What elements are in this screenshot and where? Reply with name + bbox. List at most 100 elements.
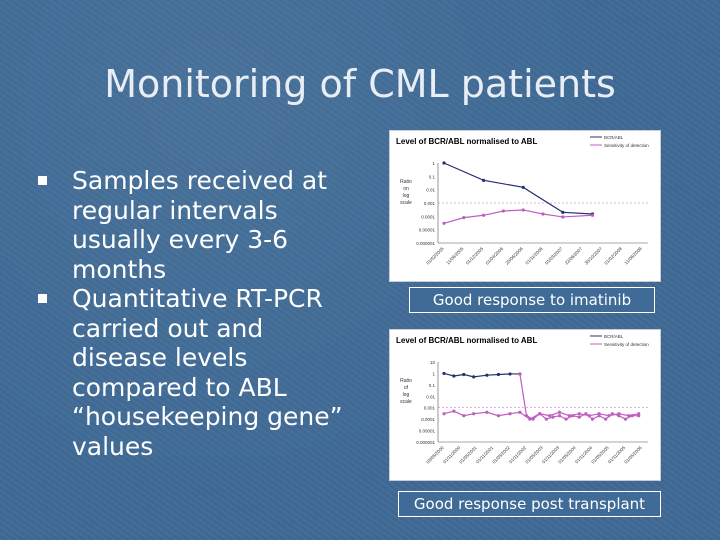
y-tick-label: 0.1 bbox=[429, 383, 436, 388]
data-point bbox=[442, 412, 446, 416]
data-point bbox=[630, 414, 634, 418]
y-axis-label: Ratio bbox=[400, 378, 412, 384]
y-axis-label: of bbox=[404, 385, 409, 391]
data-point bbox=[442, 221, 446, 225]
x-tick-label: 01/05/2006 bbox=[623, 445, 643, 465]
bullet-square-icon bbox=[38, 294, 47, 303]
data-point bbox=[496, 414, 501, 418]
data-point bbox=[482, 213, 486, 217]
y-tick-label: 0.000001 bbox=[416, 241, 435, 246]
data-point bbox=[521, 185, 525, 189]
series-line bbox=[443, 209, 593, 224]
bullet-text-1: Samples received at regular intervals us… bbox=[72, 166, 328, 284]
data-point bbox=[531, 417, 535, 421]
x-tick-label: 01/11/2006 bbox=[524, 246, 544, 266]
data-point bbox=[485, 410, 489, 414]
caption-imatinib: Good response to imatinib bbox=[409, 287, 655, 313]
data-point bbox=[637, 414, 641, 418]
y-tick-label: 0.001 bbox=[424, 406, 436, 411]
bullet-item-2: Quantitative RT-PCR carried out and dise… bbox=[38, 284, 358, 461]
legend-label: BCR/ABL bbox=[604, 135, 624, 140]
data-point bbox=[496, 372, 501, 377]
bullet-square-icon bbox=[38, 176, 47, 185]
legend-label: Sensitivity of detection bbox=[604, 342, 649, 347]
x-tick-label: 01/12/2005 bbox=[465, 246, 485, 266]
y-axis-label: scale bbox=[400, 399, 412, 405]
data-point bbox=[561, 215, 565, 219]
y-axis-label: log bbox=[403, 193, 410, 199]
series-line bbox=[443, 410, 639, 420]
data-point bbox=[577, 412, 581, 416]
x-tick-label: 11/06/2008 bbox=[623, 246, 643, 266]
data-point bbox=[485, 373, 489, 377]
y-tick-label: 0.1 bbox=[429, 174, 436, 179]
series-line bbox=[443, 162, 593, 215]
bullet-list: Samples received at regular intervals us… bbox=[38, 166, 358, 461]
y-axis-label: Ratio bbox=[400, 179, 412, 185]
caption-transplant: Good response post transplant bbox=[398, 491, 661, 517]
data-point bbox=[548, 414, 552, 418]
data-point bbox=[452, 409, 456, 413]
data-point bbox=[557, 414, 562, 418]
x-tick-label: 01/04/2006 bbox=[485, 246, 505, 266]
chart-title: Level of BCR/ABL normalised to ABL bbox=[396, 137, 537, 146]
y-tick-label: 0.001 bbox=[424, 201, 436, 206]
y-axis-label: on bbox=[403, 186, 409, 192]
data-point bbox=[571, 414, 575, 418]
data-point bbox=[623, 417, 628, 421]
x-tick-label: 01/02/2005 bbox=[425, 246, 445, 266]
data-point bbox=[462, 216, 466, 220]
y-tick-label: 0.0001 bbox=[421, 417, 435, 422]
chart-transplant: Level of BCR/ABL normalised to ABL BCR/AB… bbox=[389, 329, 661, 481]
x-tick-label: 22/06/2007 bbox=[564, 246, 584, 266]
x-tick-label: 20/06/2006 bbox=[504, 246, 524, 266]
x-tick-label: 01/02/2008 bbox=[603, 246, 623, 266]
y-tick-label: 1 bbox=[432, 161, 435, 166]
x-tick-label: 01/03/2007 bbox=[544, 246, 564, 266]
data-point bbox=[551, 415, 555, 419]
data-point bbox=[452, 374, 456, 378]
bullet-text-2: Quantitative RT-PCR carried out and dise… bbox=[72, 284, 343, 461]
data-point bbox=[610, 412, 614, 416]
data-point bbox=[597, 414, 601, 418]
y-tick-label: 0.00001 bbox=[419, 228, 436, 233]
y-axis-label: scale bbox=[400, 200, 412, 206]
data-point bbox=[577, 415, 581, 419]
bullet-item-1: Samples received at regular intervals us… bbox=[38, 166, 358, 284]
data-point bbox=[462, 372, 466, 377]
y-tick-label: 0.01 bbox=[426, 394, 435, 399]
data-point bbox=[557, 410, 562, 414]
data-point bbox=[524, 414, 529, 418]
data-point bbox=[462, 414, 466, 418]
data-point bbox=[472, 412, 476, 416]
data-point bbox=[442, 371, 446, 376]
data-point bbox=[508, 412, 512, 416]
legend-label: Sensitivity of detection bbox=[604, 143, 649, 148]
x-tick-label: 11/06/2005 bbox=[445, 246, 465, 266]
legend-label: BCR/ABL bbox=[604, 334, 624, 339]
slide-title: Monitoring of CML patients bbox=[104, 62, 616, 106]
data-point bbox=[518, 372, 522, 376]
data-point bbox=[518, 410, 522, 414]
data-point bbox=[564, 417, 568, 421]
data-point bbox=[501, 209, 505, 213]
data-point bbox=[617, 414, 621, 418]
chart-imatinib-svg: Level of BCR/ABL normalised to ABL BCR/AB… bbox=[396, 135, 649, 266]
y-tick-label: 0.01 bbox=[426, 188, 435, 193]
chart-imatinib: Level of BCR/ABL normalised to ABL BCR/AB… bbox=[389, 130, 661, 282]
data-point bbox=[590, 417, 595, 421]
data-point bbox=[584, 412, 588, 416]
y-tick-label: 10 bbox=[430, 360, 436, 365]
data-point bbox=[538, 412, 542, 416]
y-axis-label: log bbox=[403, 392, 410, 398]
chart-title: Level of BCR/ABL normalised to ABL bbox=[396, 336, 537, 345]
data-point bbox=[604, 417, 608, 421]
series-line bbox=[443, 372, 520, 378]
chart-transplant-svg: Level of BCR/ABL normalised to ABL BCR/AB… bbox=[396, 334, 649, 465]
data-point bbox=[561, 210, 565, 214]
data-point bbox=[508, 372, 512, 376]
chart-legend: BCR/ABL Sensitivity of detection bbox=[590, 135, 649, 148]
y-tick-label: 0.0001 bbox=[421, 214, 435, 219]
data-point bbox=[442, 161, 446, 165]
data-point bbox=[544, 417, 548, 421]
